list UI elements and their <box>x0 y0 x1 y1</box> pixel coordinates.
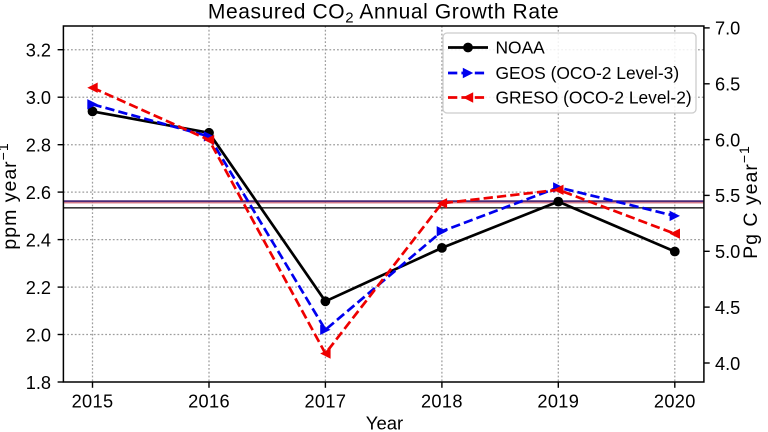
svg-text:Pg C year−1: Pg C year−1 <box>736 145 762 259</box>
svg-text:2015: 2015 <box>72 392 114 412</box>
svg-text:5.5: 5.5 <box>715 186 740 206</box>
svg-text:6.0: 6.0 <box>715 130 740 150</box>
svg-text:4.5: 4.5 <box>715 298 740 318</box>
svg-text:4.0: 4.0 <box>715 354 740 374</box>
svg-text:2.8: 2.8 <box>26 136 51 156</box>
svg-text:GRESO (OCO-2 Level-2): GRESO (OCO-2 Level-2) <box>496 88 692 108</box>
svg-text:6.5: 6.5 <box>715 75 740 95</box>
svg-text:2.2: 2.2 <box>26 278 51 298</box>
svg-text:1.8: 1.8 <box>26 373 51 393</box>
svg-text:2020: 2020 <box>654 392 696 412</box>
svg-text:5.0: 5.0 <box>715 242 740 262</box>
svg-text:3.0: 3.0 <box>26 88 51 108</box>
svg-text:2.4: 2.4 <box>26 230 51 250</box>
svg-text:Year: Year <box>366 413 403 432</box>
svg-text:2019: 2019 <box>537 392 579 412</box>
svg-text:Measured CO2 Annual Growth Rat: Measured CO2 Annual Growth Rate <box>208 1 559 27</box>
svg-text:3.2: 3.2 <box>26 41 51 61</box>
svg-text:NOAA: NOAA <box>496 38 546 58</box>
svg-text:ppm year−1: ppm year−1 <box>0 142 21 249</box>
svg-text:2018: 2018 <box>421 392 463 412</box>
svg-text:2.6: 2.6 <box>26 183 51 203</box>
svg-text:7.0: 7.0 <box>715 19 740 39</box>
svg-text:2016: 2016 <box>188 392 230 412</box>
svg-text:2017: 2017 <box>304 392 346 412</box>
svg-text:2.0: 2.0 <box>26 325 51 345</box>
svg-text:GEOS (OCO-2 Level-3): GEOS (OCO-2 Level-3) <box>496 63 680 83</box>
